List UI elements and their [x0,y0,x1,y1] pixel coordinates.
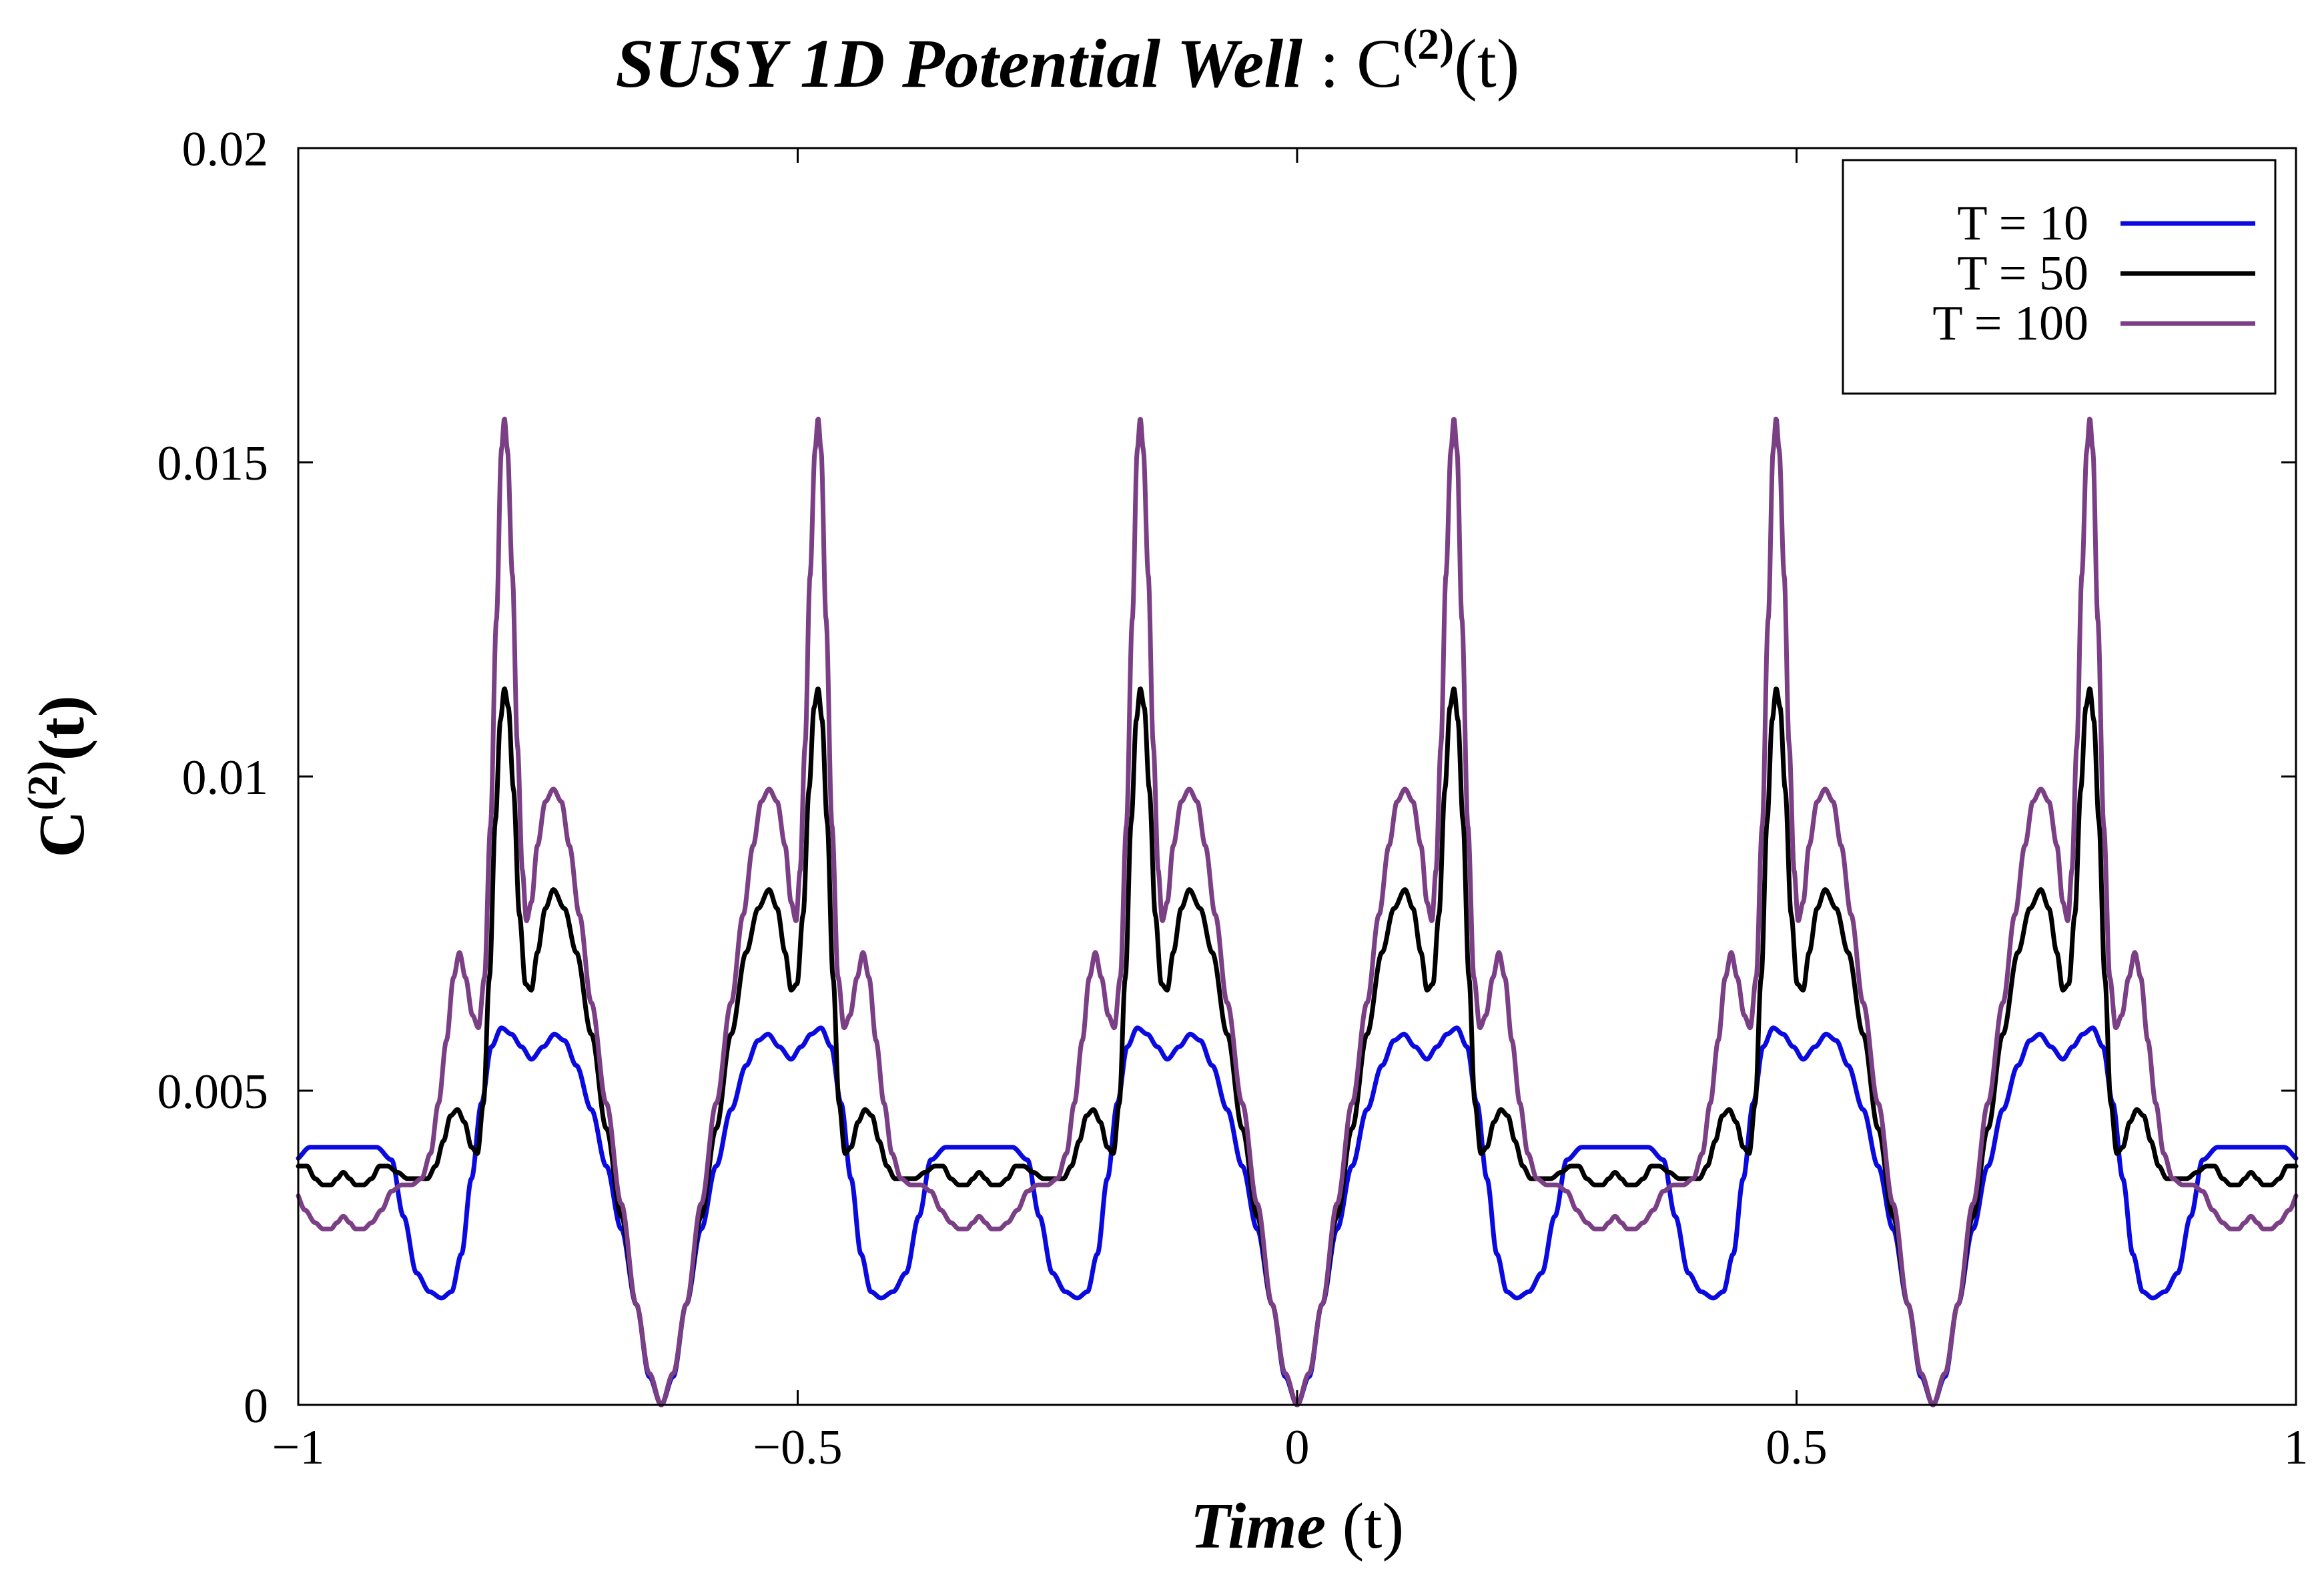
legend-items: T = 10T = 50T = 100 [1932,196,2255,351]
y-axis-label: C(2)(t) [19,695,98,857]
y-ticks: 0 0.005 0.01 0.015 0.02 [157,122,2296,1434]
legend: T = 10T = 50T = 100 [1842,159,2277,395]
series-line-3 [296,416,2299,1408]
x-axis-label-tail: (t) [1326,1490,1404,1562]
legend-box [1842,159,2277,395]
chart-title-tail: (t) [1454,25,1519,102]
x-tick-label: −0.5 [753,1420,842,1475]
x-tick-label: 1 [2284,1420,2309,1475]
legend-label: T = 10 [1957,196,2088,251]
x-ticks: −1 −0.5 0 0.5 1 [272,148,2309,1475]
y-tick-label: 0 [244,1379,268,1434]
x-tick-label: 0.5 [1766,1420,1828,1475]
legend-label: T = 100 [1932,296,2088,351]
chart-title-italic: SUSY 1D Potential Well [616,25,1303,102]
x-axis-label: Time (t) [1190,1490,1404,1562]
y-tick-label: 0.01 [182,750,269,805]
y-tick-label: 0.015 [157,436,269,491]
chart-title-sep: : [1302,25,1357,102]
plot-lines [296,416,2299,1408]
x-tick-label: −1 [272,1420,325,1475]
chart-title-base: C [1357,25,1403,102]
y-tick-label: 0.02 [182,122,269,177]
x-tick-label: 0 [1285,1420,1310,1475]
y-axis-label-sup: (2) [19,760,66,811]
y-axis-label-tail: (t) [26,695,98,760]
chart-title-sup: (2) [1403,20,1454,69]
chart-title: SUSY 1D Potential Well : C(2)(t) [616,20,1520,102]
legend-label: T = 50 [1957,246,2088,301]
y-tick-label: 0.005 [157,1065,269,1119]
x-axis-label-italic: Time [1190,1490,1326,1562]
y-axis-label-base: C [26,811,98,858]
